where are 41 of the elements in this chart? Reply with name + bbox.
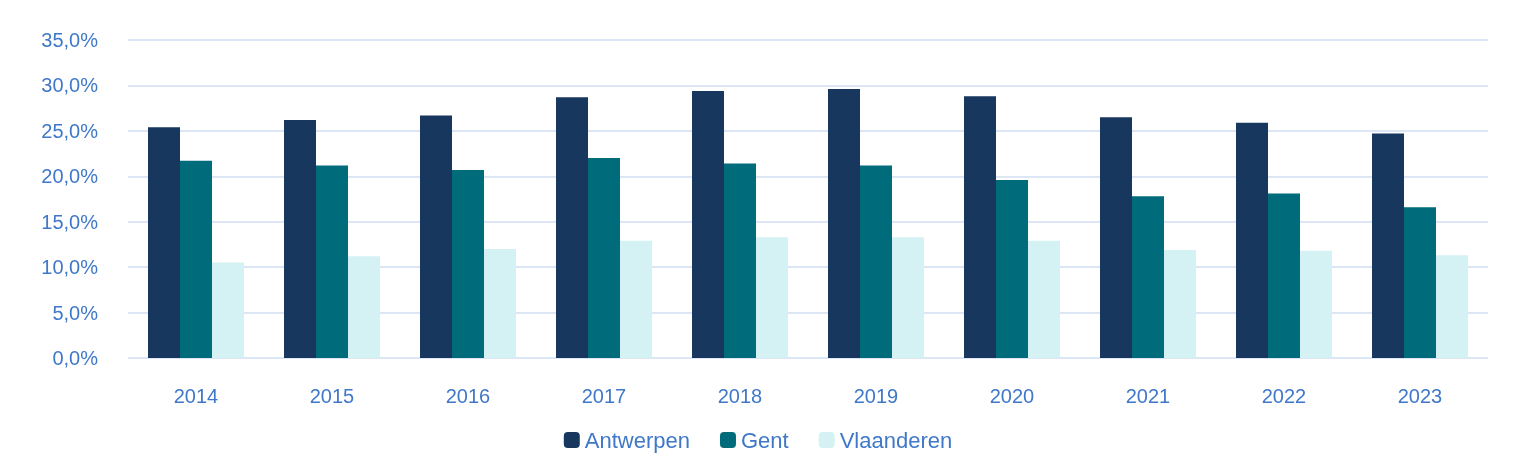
- bar: [724, 163, 756, 358]
- bar: [828, 89, 860, 358]
- bar: [692, 90, 724, 358]
- y-tick-label: 15,0%: [41, 210, 99, 233]
- legend-label: Vlaanderen: [839, 427, 953, 453]
- x-tick-label: 2022: [1261, 385, 1307, 407]
- bar: [180, 160, 212, 358]
- y-tick-label: 35,0%: [41, 29, 99, 51]
- x-tick-label: 2021: [1125, 385, 1171, 407]
- x-tick-label: 2018: [717, 385, 763, 407]
- bar: [316, 165, 348, 358]
- y-tick-label: 10,0%: [41, 256, 99, 279]
- legend-label: Antwerpen: [584, 427, 690, 453]
- legend-label: Gent: [740, 427, 789, 453]
- x-tick-label: 2016: [445, 385, 491, 407]
- bar: [284, 119, 316, 358]
- bar: [996, 179, 1028, 358]
- bar: [1132, 196, 1164, 358]
- y-tick-label: 0,0%: [52, 347, 99, 369]
- bar: [1372, 133, 1404, 358]
- x-tick-label: 2017: [581, 385, 627, 407]
- x-tick-label: 2015: [309, 385, 355, 407]
- bar: [1404, 207, 1436, 358]
- x-tick-label: 2019: [853, 385, 899, 407]
- x-tick-label: 2023: [1397, 385, 1443, 407]
- x-tick-label: 2020: [989, 385, 1035, 407]
- y-tick-label: 30,0%: [41, 74, 99, 97]
- bar: [860, 165, 892, 358]
- x-tick-label: 2014: [173, 385, 219, 407]
- y-tick-label: 20,0%: [41, 165, 99, 188]
- bar: [1268, 193, 1300, 358]
- bar: [420, 115, 452, 358]
- bar: [964, 96, 996, 358]
- y-tick-label: 5,0%: [52, 301, 99, 324]
- bar: [1100, 117, 1132, 358]
- bar: [588, 158, 620, 358]
- bar: [452, 169, 484, 358]
- y-tick-label: 25,0%: [41, 119, 99, 142]
- bar: [556, 97, 588, 358]
- bar: [1236, 122, 1268, 358]
- bar: [148, 127, 180, 358]
